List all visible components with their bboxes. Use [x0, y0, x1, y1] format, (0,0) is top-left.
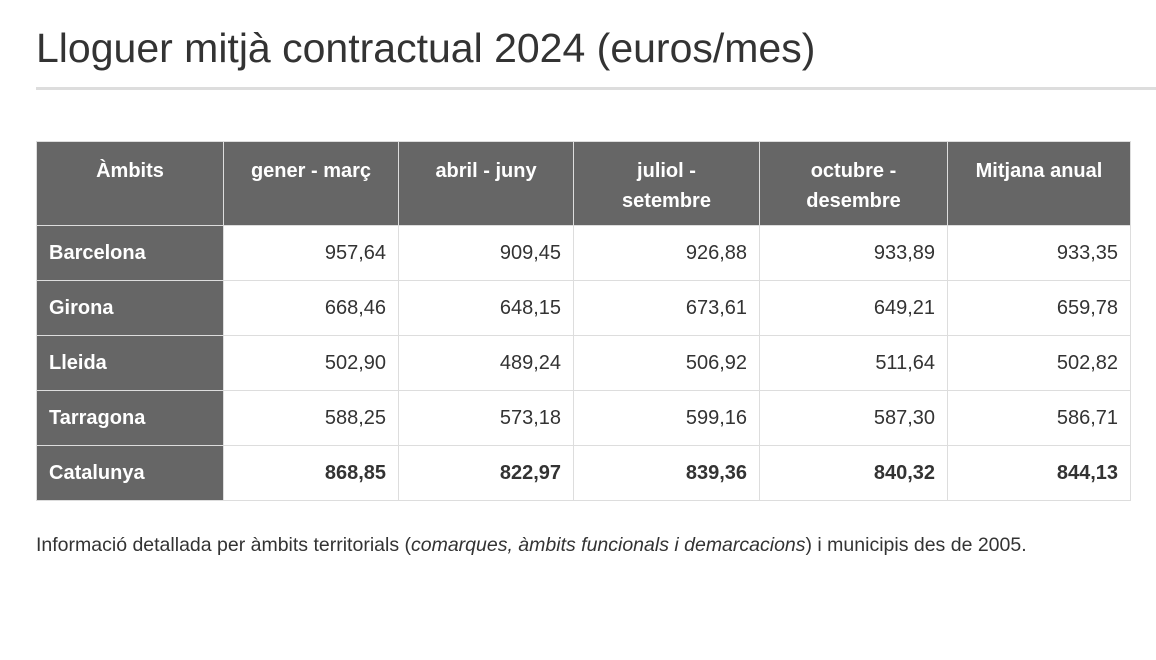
page-title: Lloguer mitjà contractual 2024 (euros/me…	[36, 25, 816, 71]
table-cell: 502,82	[947, 335, 1131, 391]
header-row: Àmbits gener - març abril - juny juliol - s…	[36, 141, 1131, 226]
table-cell: 933,89	[759, 225, 948, 281]
table-cell: 668,46	[223, 280, 399, 336]
table-row: Girona 668,46 648,15 673,61 649,21 659,78	[36, 280, 1131, 336]
table-cell: 648,15	[398, 280, 574, 336]
column-header: octubre - desembre	[759, 141, 948, 226]
table-cell: 673,61	[573, 280, 760, 336]
table-cell: 573,18	[398, 390, 574, 446]
table-cell: 926,88	[573, 225, 760, 281]
table-cell: 586,71	[947, 390, 1131, 446]
column-header: gener - març	[223, 141, 399, 226]
column-header-text: gener - març	[250, 160, 372, 182]
table-cell: 840,32	[759, 445, 948, 501]
table-cell: 506,92	[573, 335, 760, 391]
rent-table: Àmbits gener - març abril - juny juliol - s…	[36, 141, 1131, 501]
table-cell: 909,45	[398, 225, 574, 281]
table-cell: 511,64	[759, 335, 948, 391]
title-rule	[36, 87, 1156, 90]
column-header: abril - juny	[398, 141, 574, 226]
table-cell: 588,25	[223, 390, 399, 446]
row-header: Catalunya	[36, 445, 224, 501]
column-header-text: Mitjana anual	[975, 160, 1103, 182]
row-header: Girona	[36, 280, 224, 336]
row-header: Barcelona	[36, 225, 224, 281]
table-cell: 957,64	[223, 225, 399, 281]
table-row: Tarragona 588,25 573,18 599,16 587,30 586,71	[36, 390, 1131, 446]
table-cell: 587,30	[759, 390, 948, 446]
table-body: Barcelona 957,64 909,45 926,88 933,89 933,35 G…	[36, 225, 1131, 501]
column-header: juliol - setembre	[573, 141, 760, 226]
footnote-text: ) i municipis des de 2005.	[805, 534, 1027, 556]
footnote-emphasis: comarques, àmbits funcionals i demarcaci…	[411, 534, 806, 556]
column-header: Àmbits	[36, 141, 224, 226]
column-header-text: abril - juny	[435, 160, 537, 182]
column-header: Mitjana anual	[947, 141, 1131, 226]
table-cell: 489,24	[398, 335, 574, 391]
table-row: Lleida 502,90 489,24 506,92 511,64 502,82	[36, 335, 1131, 391]
footnote-text: Informació detallada per àmbits territor…	[36, 534, 411, 556]
column-header-text: Àmbits	[96, 160, 164, 182]
footnote: Informació detallada per àmbits territor…	[36, 530, 1121, 561]
table-cell: 599,16	[573, 390, 760, 446]
table-cell: 933,35	[947, 225, 1131, 281]
column-header-text: octubre - desembre	[806, 160, 901, 212]
table-cell: 649,21	[759, 280, 948, 336]
column-header-text: juliol - setembre	[622, 160, 711, 212]
table-cell: 839,36	[573, 445, 760, 501]
row-header: Tarragona	[36, 390, 224, 446]
table-cell: 822,97	[398, 445, 574, 501]
table-cell: 844,13	[947, 445, 1131, 501]
table-row: Barcelona 957,64 909,45 926,88 933,89 933,35	[36, 225, 1131, 281]
table-cell: 659,78	[947, 280, 1131, 336]
table-row: Catalunya 868,85 822,97 839,36 840,32 844,13	[36, 445, 1131, 501]
row-header: Lleida	[36, 335, 224, 391]
table-cell: 502,90	[223, 335, 399, 391]
table-cell: 868,85	[223, 445, 399, 501]
